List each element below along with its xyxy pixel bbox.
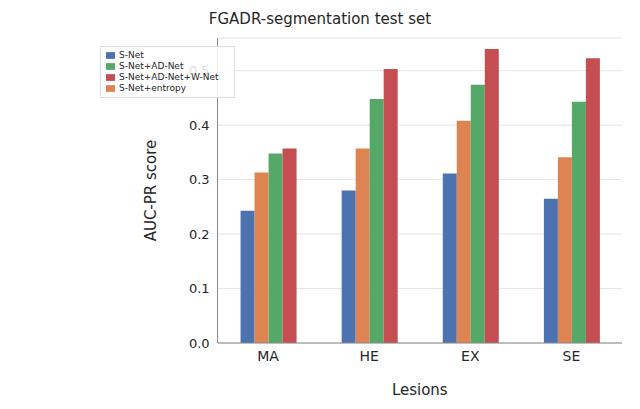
svg-text:0.2: 0.2	[189, 227, 210, 242]
svg-text:0.1: 0.1	[189, 281, 210, 296]
svg-text:Lesions: Lesions	[392, 381, 448, 399]
svg-text:0.4: 0.4	[189, 118, 210, 133]
svg-text:AUC-PR score: AUC-PR score	[142, 140, 160, 242]
svg-text:0.3: 0.3	[189, 172, 210, 187]
svg-text:EX: EX	[461, 348, 480, 364]
svg-text:HE: HE	[360, 348, 379, 364]
svg-text:0.0: 0.0	[189, 336, 210, 351]
svg-text:SE: SE	[563, 348, 581, 364]
svg-text:MA: MA	[257, 348, 279, 364]
svg-text:0.5: 0.5	[189, 63, 210, 78]
